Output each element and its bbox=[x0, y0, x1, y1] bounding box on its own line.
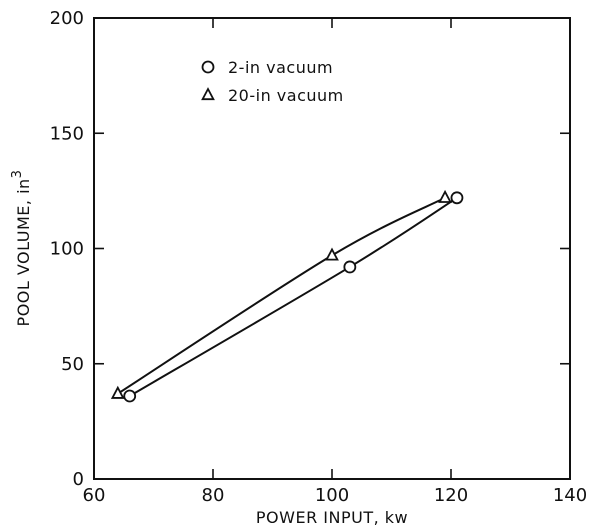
x-tick-label: 60 bbox=[83, 485, 106, 506]
legend: 2-in vacuum 20-in vacuum bbox=[201, 58, 344, 105]
data-point-circle bbox=[450, 191, 464, 205]
y-axis-label-group: POOL VOLUME, in3 bbox=[10, 170, 33, 327]
tick-labels: 60 80 100 120 140 0 50 100 150 200 bbox=[50, 8, 588, 506]
series-line-triangle bbox=[117, 196, 446, 395]
x-axis-label: POWER INPUT, kw bbox=[256, 508, 408, 527]
y-tick-label: 150 bbox=[50, 123, 84, 144]
markers bbox=[110, 189, 464, 403]
y-tick-label: 50 bbox=[61, 354, 84, 375]
y-axis-label-text: POOL VOLUME, in bbox=[14, 178, 33, 326]
y-tick-label: 200 bbox=[50, 8, 84, 29]
y-axis-label: POOL VOLUME, in3 bbox=[10, 170, 33, 327]
legend-label: 20-in vacuum bbox=[228, 86, 344, 105]
data-point-circle bbox=[343, 260, 357, 274]
x-tick-label: 120 bbox=[434, 485, 468, 506]
x-tick-label: 80 bbox=[202, 485, 225, 506]
legend-triangle-icon bbox=[201, 87, 215, 101]
data-point-triangle bbox=[325, 247, 339, 261]
legend-label: 2-in vacuum bbox=[228, 58, 333, 77]
y-tick-label: 0 bbox=[73, 469, 84, 490]
x-tick-label: 140 bbox=[553, 485, 587, 506]
legend-circle-icon bbox=[201, 60, 215, 74]
data-point-triangle bbox=[438, 189, 452, 203]
data-point-circle bbox=[123, 389, 137, 403]
y-axis-label-superscript: 3 bbox=[10, 170, 25, 179]
curves bbox=[117, 196, 458, 397]
ticks bbox=[94, 18, 570, 479]
y-tick-label: 100 bbox=[50, 239, 84, 260]
series-line-circle bbox=[129, 196, 458, 397]
data-point-triangle bbox=[110, 385, 125, 399]
x-tick-label: 100 bbox=[315, 485, 349, 506]
